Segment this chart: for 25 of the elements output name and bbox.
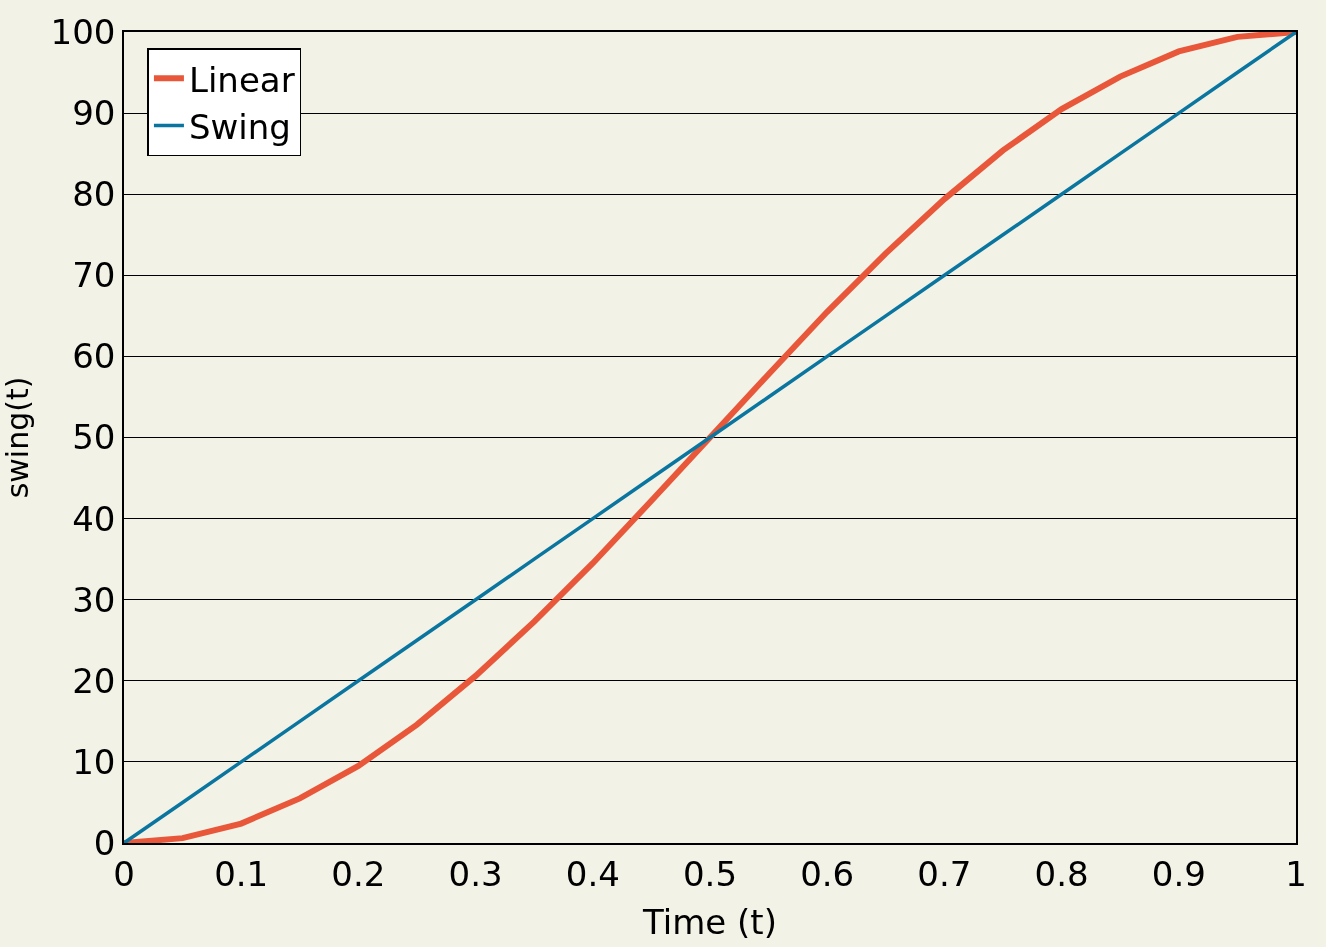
- legend-label: Linear: [188, 59, 295, 100]
- x-tick-label: 0.3: [448, 853, 503, 894]
- y-tick-label: 100: [50, 11, 116, 52]
- x-tick-label: 0.8: [1034, 853, 1089, 894]
- x-tick-label: 0.7: [917, 853, 972, 894]
- x-axis-title: Time (t): [642, 902, 777, 943]
- y-tick-label: 50: [72, 417, 116, 458]
- y-axis-title: swing(t): [0, 376, 35, 499]
- legend-label: Swing: [188, 106, 291, 147]
- y-tick-label: 10: [72, 741, 116, 782]
- x-tick-label: 0.9: [1151, 853, 1206, 894]
- y-tick-label: 40: [72, 498, 116, 539]
- x-tick-label: 0.4: [565, 853, 620, 894]
- y-tick-label: 0: [93, 822, 116, 863]
- x-tick-label: 0.6: [800, 853, 855, 894]
- y-tick-label: 80: [72, 174, 116, 215]
- x-tick-label: 0.2: [331, 853, 386, 894]
- x-tick-label: 0.1: [214, 853, 269, 894]
- y-tick-label: 90: [72, 93, 116, 133]
- x-tick-label: 0.5: [682, 853, 738, 894]
- y-tick-label: 70: [72, 255, 116, 296]
- y-tick-label: 20: [72, 660, 116, 701]
- y-tick-label: 60: [72, 336, 116, 377]
- y-tick-label: 30: [72, 579, 116, 620]
- x-tick-label: 1: [1285, 853, 1307, 894]
